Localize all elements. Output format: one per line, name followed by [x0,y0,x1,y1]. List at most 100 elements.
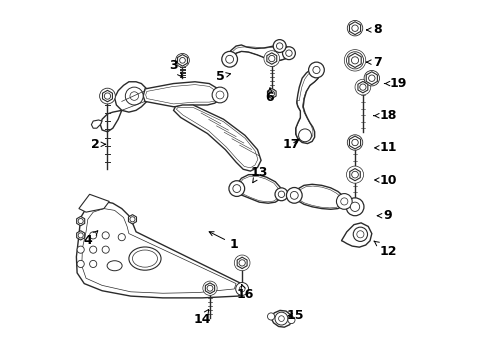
Text: 2: 2 [91,138,105,151]
Text: 7: 7 [367,55,382,69]
Polygon shape [366,72,377,85]
Circle shape [78,219,83,224]
Polygon shape [79,194,109,212]
Circle shape [269,91,274,96]
Polygon shape [173,105,261,171]
Circle shape [118,234,125,241]
Circle shape [102,246,109,253]
Circle shape [278,191,285,198]
Text: 16: 16 [236,284,254,301]
Circle shape [233,185,241,193]
Circle shape [229,181,245,197]
Polygon shape [128,215,137,224]
Circle shape [125,87,143,105]
Circle shape [286,50,292,57]
Text: 18: 18 [374,109,396,122]
Polygon shape [228,45,290,62]
Circle shape [180,58,185,63]
Circle shape [239,286,245,292]
Circle shape [347,21,363,36]
Circle shape [283,47,295,60]
Polygon shape [92,120,102,128]
Circle shape [273,40,286,53]
Polygon shape [349,22,361,35]
Text: 6: 6 [266,88,274,104]
Circle shape [203,281,217,296]
Circle shape [337,194,352,209]
Circle shape [90,246,97,253]
Circle shape [346,198,364,216]
Circle shape [264,51,280,66]
Circle shape [77,246,84,253]
Circle shape [269,55,275,62]
Circle shape [291,192,298,199]
Polygon shape [350,168,360,181]
Polygon shape [102,90,112,102]
Circle shape [226,55,234,63]
Polygon shape [294,184,345,209]
Circle shape [239,260,245,266]
Circle shape [216,91,224,99]
Polygon shape [267,53,277,64]
Text: 10: 10 [375,174,396,186]
Circle shape [309,62,324,78]
Ellipse shape [129,247,161,270]
Text: 19: 19 [384,77,407,90]
Circle shape [313,66,320,73]
Polygon shape [268,89,276,99]
Circle shape [298,129,312,142]
Circle shape [353,227,368,242]
Circle shape [275,188,288,201]
Polygon shape [236,175,283,203]
Circle shape [368,75,375,81]
Circle shape [175,54,189,67]
Circle shape [102,232,109,239]
Circle shape [276,43,283,49]
Circle shape [268,313,275,320]
Circle shape [352,139,358,146]
Text: 1: 1 [209,232,239,251]
Circle shape [130,92,139,100]
Circle shape [222,51,238,67]
Polygon shape [76,231,85,240]
Circle shape [341,198,348,205]
Circle shape [288,316,295,324]
Polygon shape [76,216,85,226]
Text: 11: 11 [375,141,396,154]
Ellipse shape [107,261,122,271]
Circle shape [360,84,366,90]
Circle shape [355,79,371,95]
Circle shape [78,233,83,238]
Polygon shape [237,257,247,269]
Polygon shape [76,202,247,298]
Circle shape [364,71,380,86]
Circle shape [352,171,358,178]
Polygon shape [342,223,372,247]
Circle shape [346,166,364,183]
Circle shape [104,93,111,99]
Circle shape [357,231,364,238]
Circle shape [90,232,97,239]
Text: 3: 3 [169,59,182,77]
Polygon shape [349,136,361,149]
Polygon shape [177,55,188,66]
Circle shape [351,57,359,64]
Polygon shape [100,111,122,132]
Polygon shape [115,82,148,112]
Circle shape [279,316,284,321]
Polygon shape [143,82,222,107]
Circle shape [350,202,360,211]
Circle shape [130,217,135,222]
Polygon shape [270,310,292,327]
Text: 8: 8 [367,23,382,36]
Text: 4: 4 [83,231,98,247]
Polygon shape [205,283,215,294]
Circle shape [287,188,302,203]
Text: 5: 5 [216,70,231,83]
Circle shape [275,312,288,325]
Text: 12: 12 [374,241,396,258]
Text: 14: 14 [194,310,211,326]
Circle shape [99,88,115,104]
Circle shape [352,25,358,31]
Circle shape [212,87,228,103]
